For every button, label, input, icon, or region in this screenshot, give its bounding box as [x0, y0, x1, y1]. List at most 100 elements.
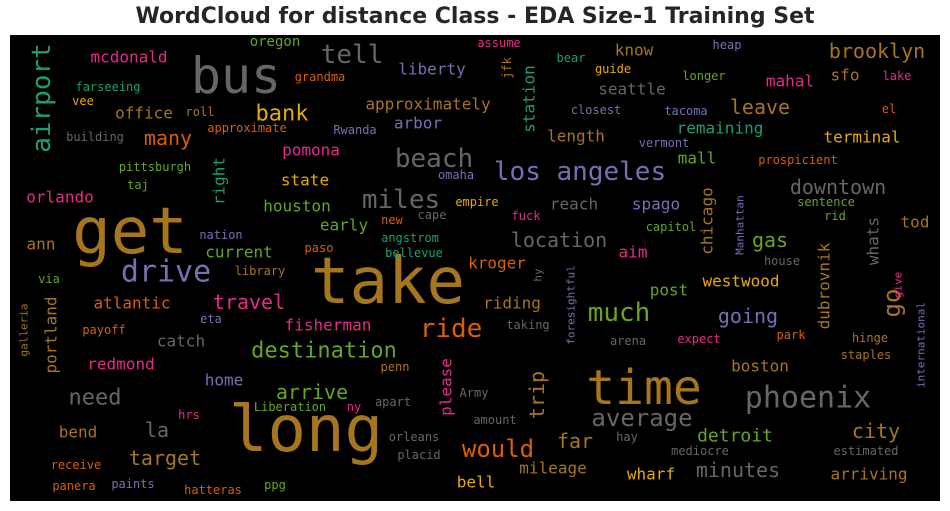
word-expect: expect [677, 332, 720, 346]
word-leave: leave [730, 95, 790, 119]
word-approximate: approximate [207, 121, 286, 135]
word-bend: bend [59, 423, 98, 442]
word-amount: amount [473, 413, 516, 427]
word-receive: receive [51, 458, 102, 472]
word-penn: penn [381, 360, 410, 374]
word-international: international [915, 302, 928, 388]
word-el: el [882, 102, 896, 116]
word-foresightful: foresightful [565, 265, 578, 344]
word-estimated: estimated [833, 444, 898, 458]
word-paints: paints [111, 477, 154, 491]
word-rwanda: Rwanda [333, 123, 376, 137]
word-bus: bus [191, 47, 281, 105]
word-station: station [520, 65, 539, 132]
word-tacoma: tacoma [664, 104, 707, 118]
word-hay: hay [616, 430, 638, 444]
word-redmond: redmond [87, 355, 154, 374]
word-empire: empire [455, 195, 498, 209]
word-drive: drive [121, 255, 211, 290]
word-mahal: mahal [766, 72, 814, 91]
word-farseeing: farseeing [75, 80, 140, 94]
word-take: take [311, 245, 465, 319]
word-catch: catch [157, 332, 205, 351]
word-panera: panera [52, 479, 95, 493]
word-aim: aim [619, 243, 648, 262]
word-target: target [129, 446, 201, 470]
word-know: know [615, 41, 654, 60]
word-nation: nation [199, 228, 242, 242]
word-cape: cape [418, 208, 447, 222]
word-guide: guide [595, 62, 631, 76]
word-houston: houston [263, 197, 330, 216]
word-pomona: pomona [282, 141, 340, 160]
word-go: go [878, 289, 906, 318]
word-omaha: omaha [438, 168, 474, 182]
word-mediocre: mediocre [671, 444, 729, 458]
word-arbor: arbor [394, 114, 443, 133]
word-army: Army [460, 386, 489, 400]
word-seattle: seattle [598, 80, 665, 99]
word-hinge: hinge [852, 331, 888, 345]
word-portland: portland [42, 296, 61, 373]
word-current: current [205, 243, 272, 262]
word-new: new [381, 213, 403, 227]
word-tell: tell [321, 40, 384, 70]
word-vee: vee [72, 94, 94, 108]
word-gas: gas [752, 228, 788, 252]
word-airport: airport [27, 43, 57, 153]
word-via: via [38, 272, 60, 286]
word-ride: ride [420, 314, 483, 344]
word-arrive: arrive [276, 380, 348, 404]
word-orlando: orlando [26, 188, 93, 207]
word-apart: apart [375, 395, 411, 409]
word-capitol: capitol [646, 220, 697, 234]
word-park: park [777, 328, 807, 342]
word-approximately: approximately [365, 95, 491, 114]
word-building: building [66, 130, 124, 144]
word-orleans: orleans [389, 430, 440, 444]
word-beach: beach [395, 144, 473, 174]
word-arena: arena [610, 334, 646, 348]
word-grandma: grandma [295, 70, 346, 84]
word-need: need [69, 386, 122, 411]
word-chicago: chicago [698, 187, 717, 254]
word-liberty: liberty [398, 60, 466, 79]
word-time: time [586, 360, 702, 416]
word-closest: closest [571, 103, 622, 117]
word-jfk: jfk [500, 56, 514, 78]
word-staples: staples [841, 348, 892, 362]
word-library: library [235, 264, 286, 278]
word-average: average [591, 404, 692, 432]
word-atlantic: atlantic [93, 294, 170, 313]
word-sfo: sfo [831, 66, 860, 85]
word-los-angeles: los angeles [494, 157, 666, 187]
word-house: house [764, 254, 800, 268]
word-location: location [511, 228, 607, 252]
word-cloud: take long get bus time airport drive phoenix los… [10, 35, 940, 501]
word-tod: tod [901, 213, 930, 232]
word-mall: mall [678, 149, 717, 168]
word-taking: taking [506, 318, 549, 332]
word-la: la [145, 418, 169, 442]
word-minutes: minutes [696, 458, 780, 482]
word-roll: roll [186, 105, 215, 119]
word-pittsburgh: pittsburgh [119, 160, 191, 174]
word-sentence: sentence [797, 195, 855, 209]
word-spago: spago [632, 195, 680, 214]
word-lake: lake [883, 69, 912, 83]
word-trip: trip [525, 371, 549, 419]
word-ppg: ppg [264, 478, 286, 492]
word-hy: hy [532, 268, 545, 282]
word-fisherman: fisherman [285, 316, 372, 335]
word-oregon: oregon [250, 35, 301, 50]
word-eta: eta [200, 312, 222, 326]
word-bell: bell [457, 473, 496, 492]
word-hatteras: hatteras [184, 483, 242, 497]
word-phoenix: phoenix [745, 381, 871, 416]
word-destination: destination [251, 339, 397, 364]
word-placid: placid [397, 448, 440, 462]
word-ny: ny [347, 400, 361, 414]
word-heap: heap [713, 38, 742, 52]
word-brooklyn: brooklyn [829, 39, 925, 63]
word-manhattan: Manhattan [734, 195, 747, 255]
